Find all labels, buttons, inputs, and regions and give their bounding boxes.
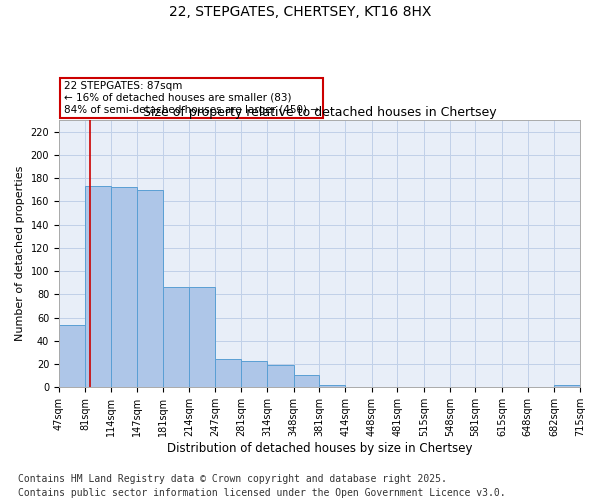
Y-axis label: Number of detached properties: Number of detached properties bbox=[15, 166, 25, 342]
Bar bbox=[294, 374, 319, 388]
Bar bbox=[267, 366, 294, 388]
Bar bbox=[59, 324, 85, 388]
Bar bbox=[137, 190, 163, 388]
Title: Size of property relative to detached houses in Chertsey: Size of property relative to detached ho… bbox=[143, 106, 496, 118]
Bar bbox=[319, 385, 345, 388]
Bar bbox=[241, 360, 267, 388]
Bar bbox=[85, 186, 111, 388]
Bar bbox=[215, 360, 241, 388]
Text: 22 STEPGATES: 87sqm
← 16% of detached houses are smaller (83)
84% of semi-detach: 22 STEPGATES: 87sqm ← 16% of detached ho… bbox=[64, 82, 319, 114]
Text: 22, STEPGATES, CHERTSEY, KT16 8HX: 22, STEPGATES, CHERTSEY, KT16 8HX bbox=[169, 5, 431, 19]
Bar bbox=[189, 288, 215, 388]
Bar bbox=[111, 188, 137, 388]
Bar bbox=[554, 385, 580, 388]
X-axis label: Distribution of detached houses by size in Chertsey: Distribution of detached houses by size … bbox=[167, 442, 472, 455]
Bar bbox=[163, 288, 189, 388]
Text: Contains HM Land Registry data © Crown copyright and database right 2025.
Contai: Contains HM Land Registry data © Crown c… bbox=[18, 474, 506, 498]
